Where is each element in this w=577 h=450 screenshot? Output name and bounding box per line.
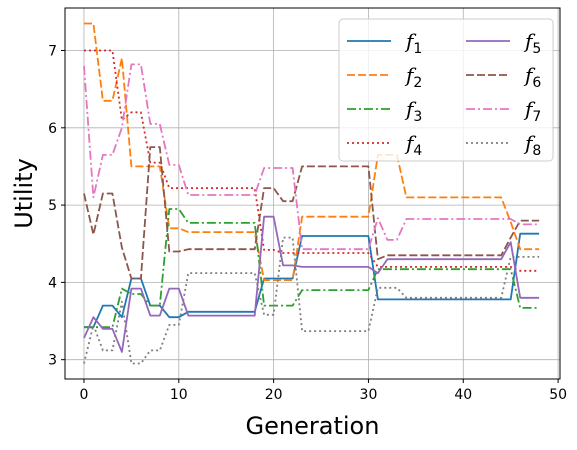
- y-tick-label: 5: [48, 198, 57, 214]
- series-line-f5: [83, 215, 540, 353]
- x-tick-label: 10: [170, 387, 188, 403]
- x-axis-label: Generation: [246, 412, 380, 440]
- y-tick-label: 3: [48, 353, 57, 369]
- series-line-f1: [84, 232, 540, 329]
- y-tick-label: 6: [48, 121, 57, 137]
- series-line-f3: [84, 208, 540, 329]
- x-tick-label: 0: [80, 387, 89, 403]
- y-axis-label: Utility: [10, 158, 38, 229]
- series-line-f8: [83, 236, 540, 365]
- series-lines: [83, 22, 540, 365]
- axis-ticks: 0 10 20 30 40 50 3 4 5 6 7: [48, 44, 567, 403]
- series-line-f6: [83, 146, 540, 280]
- x-tick-label: 20: [265, 387, 283, 403]
- plot-frame: [64, 7, 561, 380]
- y-tick-label: 7: [48, 44, 57, 60]
- x-tick-label: 50: [549, 387, 567, 403]
- legend-box: [338, 18, 554, 162]
- series-line-f7: [83, 63, 540, 251]
- x-tick-label: 30: [360, 387, 378, 403]
- series-line-f4: [84, 49, 540, 272]
- x-tick-label: 40: [454, 387, 472, 403]
- series-line-f2: [84, 22, 540, 282]
- y-tick-label: 4: [48, 275, 57, 291]
